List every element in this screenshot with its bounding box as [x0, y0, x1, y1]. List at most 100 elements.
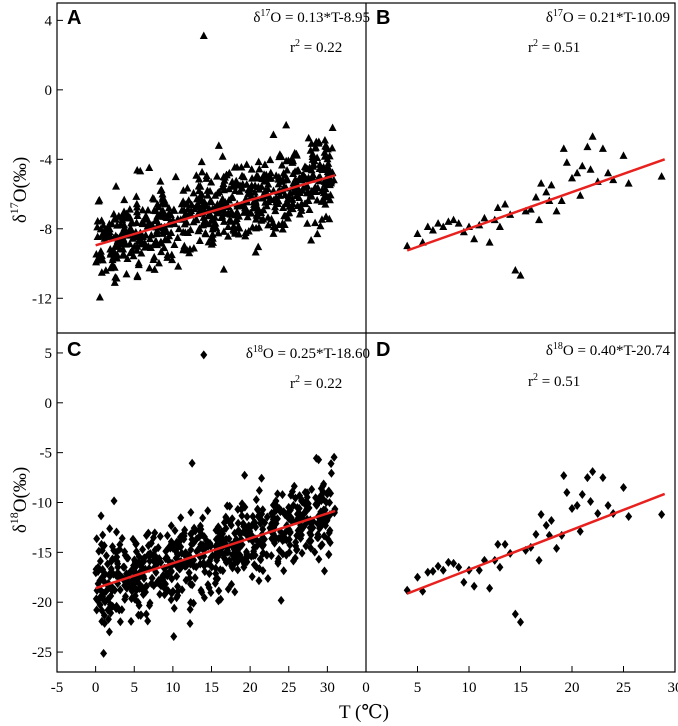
data-point	[157, 247, 166, 256]
data-point	[101, 618, 109, 628]
data-point	[165, 231, 174, 240]
data-point	[619, 151, 628, 159]
data-point	[284, 191, 293, 200]
data-point	[112, 571, 120, 581]
data-point	[174, 582, 182, 592]
y-axis-label-top: δ17O(‰)	[7, 157, 31, 223]
data-point	[228, 579, 236, 589]
data-point	[214, 208, 223, 217]
x-tick-label: 5	[131, 680, 139, 696]
data-point	[170, 632, 178, 642]
data-point	[531, 193, 540, 201]
data-point	[658, 509, 666, 519]
data-point	[248, 572, 256, 582]
data-point	[200, 593, 208, 603]
data-point	[171, 526, 179, 536]
data-point	[142, 609, 150, 619]
data-point	[199, 31, 208, 39]
data-point	[259, 549, 267, 559]
data-point	[105, 627, 113, 637]
y-tick-label: 0	[45, 396, 53, 412]
data-point	[95, 293, 104, 301]
data-point	[194, 181, 203, 190]
data-point	[228, 193, 237, 201]
data-point	[198, 196, 207, 205]
data-point	[305, 205, 314, 214]
data-point	[238, 171, 247, 180]
data-point	[203, 186, 212, 194]
data-point	[190, 538, 198, 548]
data-point	[288, 487, 296, 497]
data-point	[231, 186, 240, 195]
data-point	[240, 206, 249, 215]
panels-layer	[92, 31, 666, 658]
data-point	[200, 350, 208, 360]
data-point	[110, 496, 118, 506]
panel-label: C	[67, 339, 81, 361]
data-point	[127, 616, 135, 626]
data-point	[134, 258, 143, 267]
data-point	[532, 529, 540, 539]
data-point	[102, 551, 110, 561]
data-point	[217, 594, 225, 604]
regression-equation: δ18O = 0.25*T-18.60	[246, 344, 370, 362]
data-point	[106, 244, 115, 253]
x-tick-label: 15	[513, 680, 528, 696]
data-point	[587, 497, 595, 507]
data-point	[195, 236, 204, 244]
data-point	[163, 531, 171, 541]
data-point	[232, 217, 241, 225]
data-point	[470, 234, 479, 243]
data-point	[244, 227, 253, 235]
y-tick-label: 0	[45, 83, 53, 99]
data-point	[186, 618, 194, 628]
data-point	[204, 211, 213, 220]
data-point	[547, 180, 556, 189]
data-point	[413, 229, 422, 237]
data-point	[298, 186, 307, 194]
panel-label: D	[376, 339, 390, 361]
x-tick-label: 10	[462, 680, 477, 696]
data-point	[156, 177, 165, 185]
data-point	[327, 459, 335, 469]
data-point	[135, 552, 143, 562]
data-point	[214, 141, 223, 149]
data-point	[260, 534, 268, 544]
data-point	[178, 548, 186, 558]
data-point	[138, 205, 147, 214]
data-point	[271, 206, 280, 215]
data-point	[174, 590, 182, 600]
data-point	[144, 616, 152, 626]
data-point	[229, 225, 238, 233]
data-point	[594, 508, 602, 518]
data-point	[254, 505, 262, 515]
data-point	[97, 216, 106, 224]
data-point	[114, 562, 122, 572]
data-point	[298, 497, 306, 507]
data-point	[252, 495, 260, 505]
y-tick-label: -5	[40, 446, 53, 462]
y-tick-label: -15	[32, 545, 52, 561]
data-point	[209, 221, 218, 230]
data-point	[147, 538, 155, 548]
data-point	[240, 559, 248, 569]
data-point	[167, 250, 176, 259]
data-point	[131, 232, 140, 241]
data-point	[259, 505, 267, 515]
data-point	[120, 195, 129, 204]
data-point	[320, 505, 328, 515]
data-point	[303, 186, 312, 195]
data-point	[303, 506, 311, 516]
x-tick-label: 20	[565, 680, 580, 696]
data-point	[212, 569, 220, 579]
data-point	[485, 238, 494, 246]
data-point	[241, 231, 250, 240]
data-point	[166, 543, 174, 553]
data-point	[96, 556, 104, 566]
data-point	[214, 522, 222, 532]
data-point	[424, 567, 432, 577]
data-point	[250, 543, 258, 553]
r-squared: r2 = 0.22	[290, 374, 342, 392]
data-point	[181, 210, 190, 218]
